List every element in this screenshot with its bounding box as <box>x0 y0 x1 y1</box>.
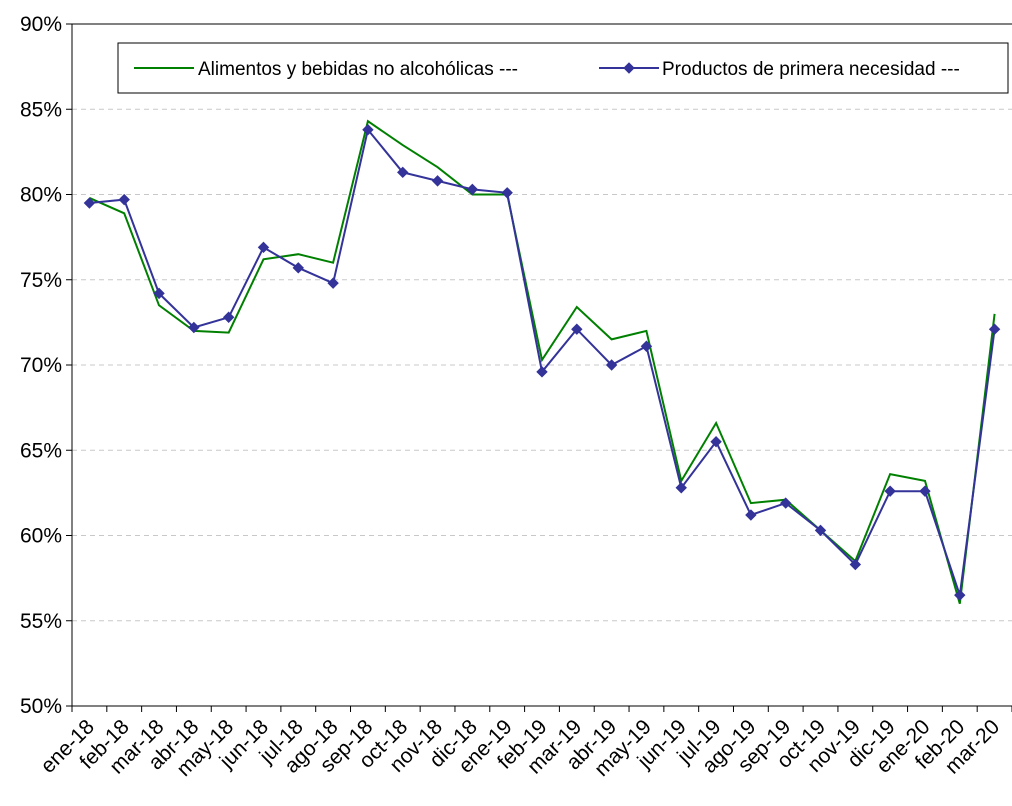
legend: Alimentos y bebidas no alcohólicas --- P… <box>117 42 1009 94</box>
data-point <box>919 485 931 497</box>
data-point <box>501 187 513 199</box>
data-point <box>814 524 827 537</box>
legend-box <box>117 42 1009 94</box>
data-point <box>188 321 200 334</box>
data-point <box>571 323 583 335</box>
series-line <box>89 127 996 596</box>
legend-label-alimentos: Alimentos y bebidas no alcohólicas --- <box>198 59 518 80</box>
series-productos <box>83 124 1001 601</box>
data-point <box>675 482 687 494</box>
x-axis-ticks: ene-18feb-18mar-18abr-18may-18jun-18jul-… <box>36 706 1012 781</box>
data-point <box>222 311 235 323</box>
data-point <box>257 241 270 254</box>
data-point <box>745 509 757 521</box>
data-point <box>397 166 409 179</box>
y-axis-ticks: 50% 55% 60% 65% 70% 75% 80% 85% 90% <box>20 13 72 718</box>
legend-label-productos: Productos de primera necesidad --- <box>662 59 960 80</box>
data-point <box>710 436 722 448</box>
series-alimentos <box>88 119 996 604</box>
data-point <box>153 287 165 300</box>
data-point <box>466 183 479 196</box>
data-point <box>779 497 792 509</box>
data-point <box>849 558 862 571</box>
data-point <box>640 340 653 352</box>
data-point <box>362 124 374 136</box>
data-point <box>954 589 966 601</box>
data-point <box>118 193 130 206</box>
y-tick-label: 90% <box>20 13 62 36</box>
y-tick-label: 70% <box>20 354 62 377</box>
y-tick-label: 80% <box>20 184 62 207</box>
legend-item-alimentos: Alimentos y bebidas no alcohólicas --- <box>134 59 518 80</box>
data-point <box>292 262 305 274</box>
data-point <box>988 323 1001 335</box>
y-tick-label: 50% <box>20 695 62 718</box>
data-point <box>431 175 444 187</box>
y-tick-label: 55% <box>20 610 62 633</box>
data-point <box>83 197 96 209</box>
y-tick-label: 65% <box>20 439 62 462</box>
data-point <box>327 277 339 289</box>
y-tick-label: 85% <box>20 98 62 121</box>
y-tick-label: 75% <box>20 269 62 292</box>
legend-item-productos: Productos de primera necesidad --- <box>599 59 960 80</box>
series-line <box>88 119 996 604</box>
grid-lines <box>72 108 1012 622</box>
data-point <box>536 366 548 378</box>
data-point <box>605 359 618 371</box>
series-layer <box>83 119 1001 604</box>
y-tick-label: 60% <box>20 525 62 548</box>
data-point <box>884 485 896 497</box>
legend-marker-productos <box>623 62 635 74</box>
